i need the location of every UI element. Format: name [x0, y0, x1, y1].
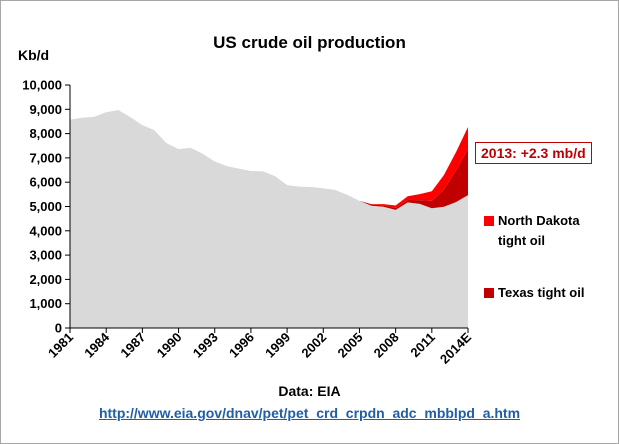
- annotation-callout: 2013: +2.3 mb/d: [475, 142, 592, 164]
- area-series-2: [70, 110, 468, 208]
- source-link[interactable]: http://www.eia.gov/dnav/pet/pet_crd_crpd…: [98, 405, 521, 421]
- y-tick-label: 10,000: [22, 78, 62, 93]
- x-tick-label: 1984: [81, 329, 113, 361]
- y-tick-label: 5,000: [29, 199, 62, 214]
- area-series-0: [70, 110, 468, 329]
- x-tick-label: 2002: [298, 330, 329, 361]
- y-tick-label: 4,000: [29, 223, 62, 238]
- y-tick-labels: 0 1,000 2,000 3,000 4,000 5,000 6,000 7,000 8,00…: [22, 78, 70, 336]
- area-layer: [70, 110, 468, 329]
- y-tick-label: 0: [55, 321, 62, 336]
- legend-swatch-north-dakota: [484, 216, 494, 226]
- x-tick-label: 1993: [190, 330, 221, 361]
- x-tick-label: 1987: [117, 330, 148, 361]
- x-tick-label: 2014E: [437, 329, 474, 366]
- x-tick-label: 2011: [407, 330, 438, 361]
- x-tick-label: 2008: [371, 330, 402, 361]
- legend-label-north-dakota-line2: tight oil: [498, 233, 545, 248]
- y-tick-label: 1,000: [29, 296, 62, 311]
- y-tick-label: 3,000: [29, 248, 62, 263]
- legend-label-texas: Texas tight oil: [498, 285, 585, 300]
- chart-title: US crude oil production: [213, 33, 406, 52]
- x-tick-label: 2005: [335, 330, 366, 361]
- source-note: Data: EIA: [278, 383, 341, 399]
- legend-label-north-dakota-line1: North Dakota: [498, 213, 580, 228]
- x-tick-label: 1999: [262, 330, 293, 361]
- x-tick-label: 1981: [45, 330, 76, 361]
- y-tick-label: 9,000: [29, 102, 62, 117]
- legend-swatch-texas: [484, 288, 494, 298]
- y-tick-label: 2,000: [29, 272, 62, 287]
- x-tick-labels: 1981 1984 1987 1990 1993 1996 1999 2002 2005 2008…: [45, 328, 474, 367]
- y-axis-label: Kb/d: [18, 47, 50, 63]
- x-tick-label: 1990: [154, 330, 185, 361]
- x-tick-label: 1996: [226, 330, 257, 361]
- y-tick-label: 8,000: [29, 126, 62, 141]
- y-tick-label: 6,000: [29, 175, 62, 190]
- y-tick-label: 7,000: [29, 150, 62, 165]
